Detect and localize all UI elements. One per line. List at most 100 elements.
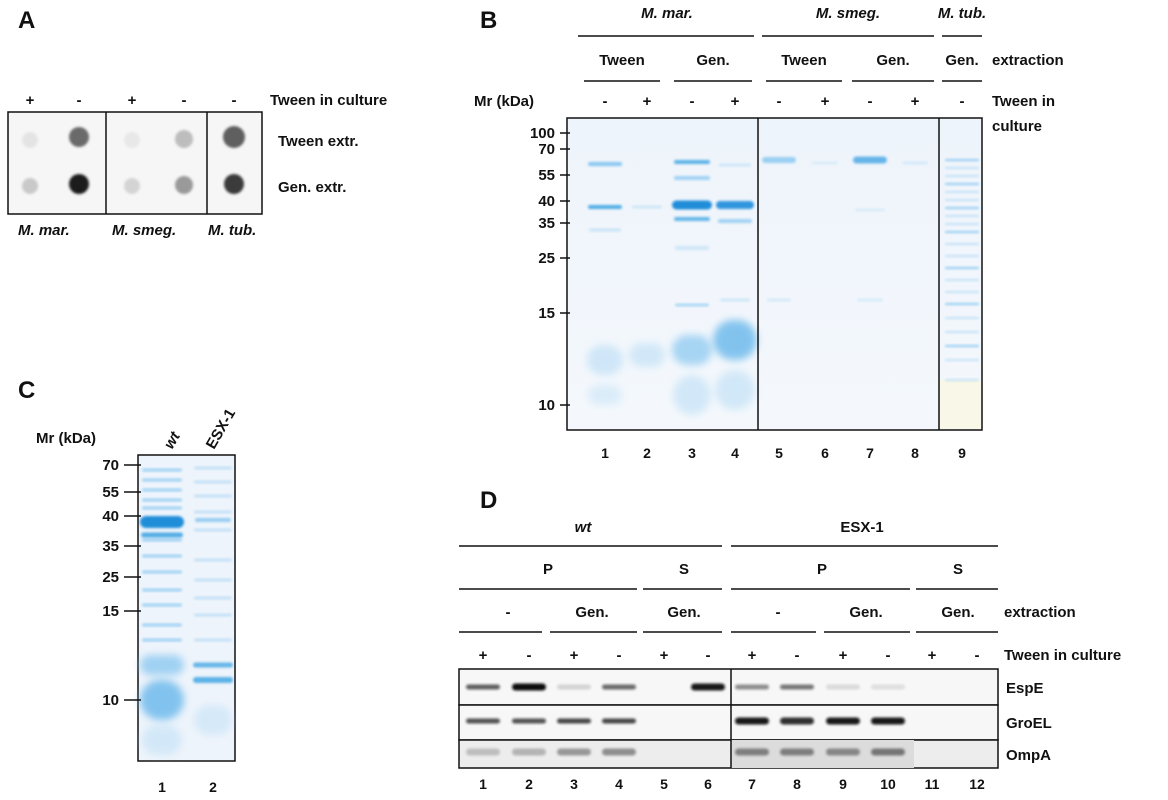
panel-d-lane-number: 4	[615, 776, 623, 792]
gel-band	[945, 190, 979, 194]
gel-band	[602, 684, 636, 690]
panel-b-species: M. tub.	[938, 5, 986, 22]
panel-b-sign: +	[643, 93, 652, 110]
gel-band	[602, 748, 636, 756]
gel-band	[195, 518, 231, 522]
gel-band	[672, 335, 712, 365]
panel-b-marker-label: 15	[538, 305, 555, 322]
gel-band	[945, 330, 979, 334]
panel-b-sign: -	[777, 93, 782, 110]
panel-b-extraction: Gen.	[696, 52, 729, 69]
panel-a-row-label: Gen. extr.	[278, 179, 346, 196]
gel-band	[945, 198, 979, 202]
panel-a: A + - + - - Tween in culture Tween extr.…	[7, 7, 387, 239]
gel-band	[945, 378, 979, 382]
dot	[223, 126, 245, 148]
gel-band	[194, 480, 232, 484]
gel-band	[142, 588, 182, 592]
panel-d-extraction-label: extraction	[1004, 604, 1076, 621]
gel-band	[719, 163, 751, 167]
panel-d-sign: +	[660, 647, 669, 664]
blot-label: EspE	[1006, 680, 1044, 697]
gel-band	[512, 718, 546, 724]
panel-b-extraction-label: extraction	[992, 52, 1064, 69]
gel-band	[945, 344, 979, 348]
gel-band	[466, 684, 500, 690]
gel-band	[557, 748, 591, 756]
panel-b-marker-label: 55	[538, 167, 555, 184]
panel-b-lane-number: 9	[958, 445, 966, 461]
panel-b-lane-number: 3	[688, 445, 696, 461]
dot	[69, 174, 89, 194]
gel-band	[194, 510, 232, 514]
gel-band	[142, 725, 182, 755]
gel-band	[142, 506, 182, 510]
gel-band	[194, 528, 232, 532]
gel-band	[142, 488, 182, 492]
panel-d-sign: +	[570, 647, 579, 664]
panel-b-lane-number: 8	[911, 445, 919, 461]
gel-band	[140, 655, 184, 675]
panel-d-lane-number: 8	[793, 776, 801, 792]
panel-d-extraction: Gen.	[667, 604, 700, 621]
gel-band	[902, 161, 928, 165]
panel-b-marker-label: 100	[530, 125, 555, 142]
gel-band	[945, 222, 979, 226]
gel-band	[194, 705, 232, 735]
panel-d-lane-number: 3	[570, 776, 578, 792]
gel-band	[713, 320, 757, 360]
panel-c-marker-label: 55	[102, 484, 119, 501]
gel-band	[675, 246, 709, 250]
panel-d-extraction: Gen.	[941, 604, 974, 621]
gel-band	[140, 516, 184, 528]
panel-b-sign: +	[911, 93, 920, 110]
panel-a-species: M. mar.	[18, 222, 70, 239]
dot	[175, 130, 193, 148]
gel-band	[557, 718, 591, 724]
gel-band	[945, 316, 979, 320]
panel-d-sign: -	[527, 647, 532, 664]
dot	[124, 178, 140, 194]
gel-band	[194, 596, 232, 600]
panel-c-lane-number: 2	[209, 779, 217, 795]
gel-band	[716, 201, 754, 209]
gel-band	[945, 174, 979, 178]
gel-band	[193, 677, 233, 683]
panel-b-condition-label-line1: Tween in	[992, 93, 1055, 110]
gel-band	[588, 162, 622, 166]
panel-d-letter: D	[480, 487, 497, 514]
panel-d-extraction: -	[506, 604, 511, 621]
dot	[22, 178, 38, 194]
panel-d: D wt ESX-1 P S P S - Gen. Gen. - Gen. Ge…	[458, 487, 1121, 792]
blot-groel	[458, 704, 999, 741]
gel-band	[945, 290, 979, 294]
panel-b-lane-number: 7	[866, 445, 874, 461]
gel-band	[194, 578, 232, 582]
gel-band	[780, 748, 814, 756]
panel-d-lane-number: 6	[704, 776, 712, 792]
panel-d-sign: -	[975, 647, 980, 664]
panel-d-lane-number: 7	[748, 776, 756, 792]
dot	[22, 132, 38, 148]
gel-band	[194, 494, 232, 498]
gel-band	[512, 748, 546, 756]
gel-band	[812, 161, 838, 165]
gel-band	[142, 603, 182, 607]
gel-band	[945, 158, 979, 162]
gel-band	[557, 684, 591, 690]
panel-d-sign: +	[928, 647, 937, 664]
gel-band	[945, 230, 979, 234]
gel-band	[945, 254, 979, 258]
panel-d-lane-number: 12	[969, 776, 985, 792]
panel-d-sign: +	[479, 647, 488, 664]
dot	[124, 132, 140, 148]
gel-band	[632, 205, 662, 209]
panel-b-lane-number: 4	[731, 445, 739, 461]
gel-band	[142, 478, 182, 482]
panel-d-lane-number: 9	[839, 776, 847, 792]
gel-band	[194, 466, 232, 470]
gel-band	[780, 717, 814, 725]
gel-band	[945, 278, 979, 282]
panel-d-sign: +	[839, 647, 848, 664]
panel-c-marker-label: 25	[102, 569, 119, 586]
